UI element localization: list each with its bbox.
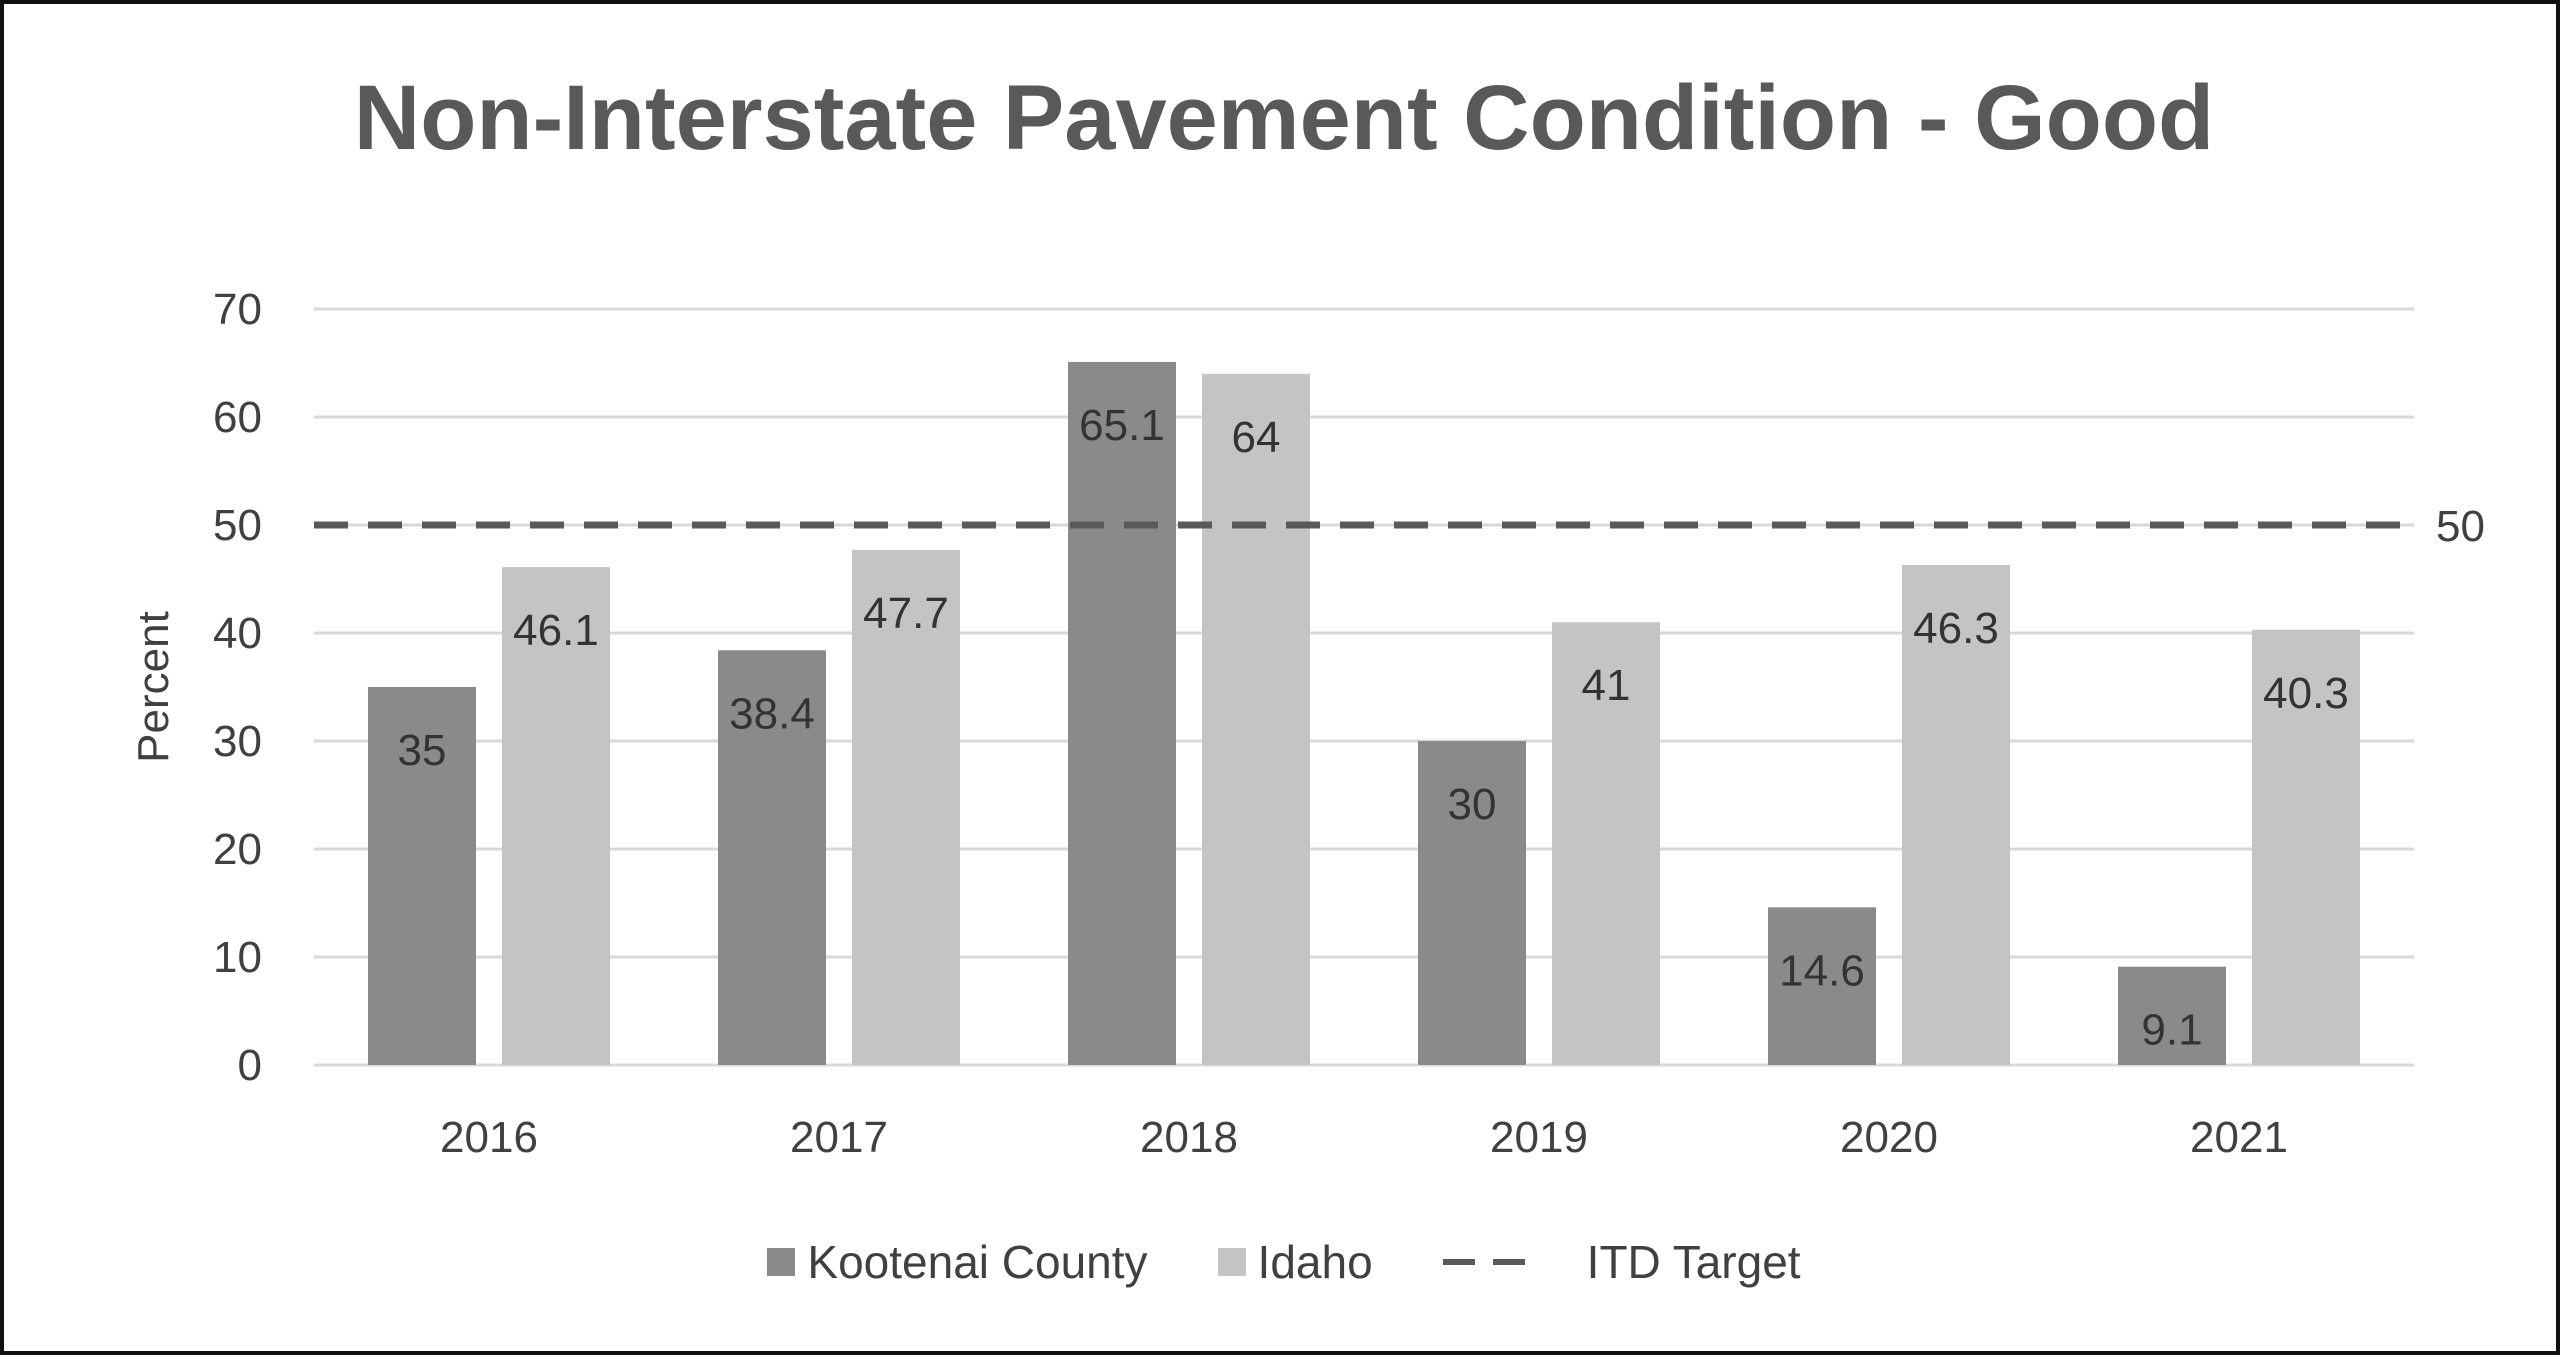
- legend: Kootenai County Idaho ITD Target: [4, 1232, 2560, 1292]
- bar-idaho: [1902, 564, 2010, 1065]
- x-tick-label: 2018: [1140, 1113, 1238, 1162]
- legend-label-kootenai: Kootenai County: [807, 1236, 1148, 1288]
- legend-item-idaho: Idaho: [1217, 1235, 1373, 1289]
- data-label: 35: [398, 726, 447, 775]
- bar-idaho: [2252, 629, 2360, 1065]
- legend-dash-target: [1442, 1259, 1525, 1265]
- x-tick-label: 2019: [1490, 1113, 1588, 1162]
- x-tick-label: 2016: [440, 1113, 538, 1162]
- x-tick-label: 2020: [1840, 1113, 1938, 1162]
- x-tick-label: 2021: [2190, 1113, 2288, 1162]
- bar-kootenai: [1768, 907, 1876, 1065]
- y-axis-label: Percent: [129, 611, 178, 763]
- data-label: 40.3: [2263, 669, 2349, 718]
- data-label: 46.3: [1913, 604, 1999, 653]
- y-tick-label: 60: [213, 393, 262, 442]
- x-tick-label: 2017: [790, 1113, 888, 1162]
- y-tick-label: 50: [213, 501, 262, 550]
- y-tick-label: 30: [213, 717, 262, 766]
- y-tick-label: 70: [213, 285, 262, 334]
- y-tick-label: 20: [213, 825, 262, 874]
- chart-title: Non-Interstate Pavement Condition - Good: [353, 67, 2215, 169]
- data-label: 65.1: [1079, 401, 1165, 450]
- bar-idaho: [1552, 622, 1660, 1065]
- data-label: 46.1: [513, 606, 599, 655]
- bar-kootenai: [1068, 361, 1176, 1065]
- data-label: 9.1: [2141, 1006, 2202, 1055]
- target-label: 50: [2436, 502, 2485, 551]
- data-label: 41: [1582, 661, 1631, 710]
- bar-kootenai: [1418, 741, 1526, 1065]
- data-label: 38.4: [729, 689, 815, 738]
- bar-idaho: [502, 567, 610, 1065]
- legend-item-target: ITD Target: [1442, 1235, 1801, 1289]
- bar-kootenai: [2118, 966, 2226, 1065]
- legend-item-kootenai: Kootenai County: [767, 1235, 1148, 1289]
- bar-kootenai: [368, 687, 476, 1065]
- bar-idaho: [1202, 373, 1310, 1065]
- data-label: 64: [1232, 413, 1281, 462]
- legend-swatch-kootenai: [767, 1248, 796, 1276]
- data-label: 30: [1448, 780, 1497, 829]
- legend-label-idaho: Idaho: [1257, 1236, 1373, 1288]
- y-tick-label: 40: [213, 609, 262, 658]
- data-label: 47.7: [863, 589, 949, 638]
- bar-idaho: [852, 549, 960, 1065]
- chart-plot: 0 10 20 30 40 50 60 70 Percent 35 46.1 2016 38.4 47.7…: [129, 285, 2485, 1162]
- data-label: 14.6: [1779, 946, 1865, 995]
- y-tick-label: 10: [213, 933, 262, 982]
- legend-label-target: ITD Target: [1586, 1236, 1801, 1288]
- bar-kootenai: [718, 650, 826, 1065]
- y-tick-label: 0: [238, 1041, 262, 1090]
- legend-swatch-idaho: [1217, 1248, 1246, 1276]
